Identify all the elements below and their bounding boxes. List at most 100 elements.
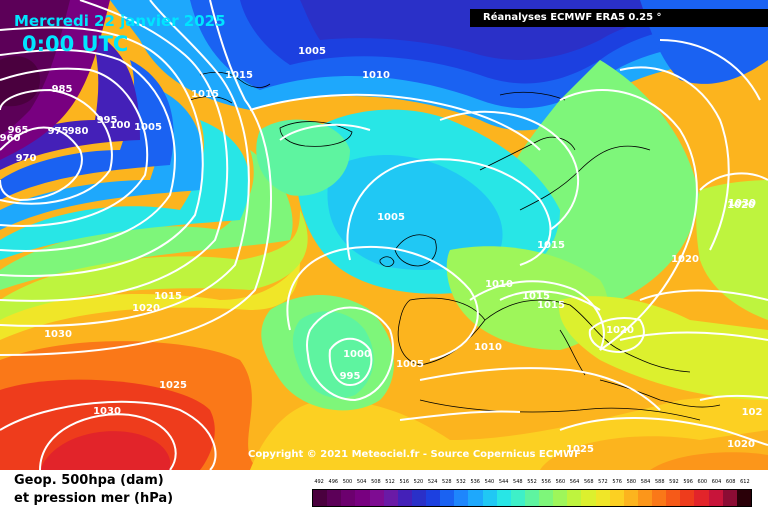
isobar-label: 1015 bbox=[154, 291, 182, 302]
isobar-line bbox=[559, 417, 768, 446]
geopotential-band bbox=[0, 150, 293, 290]
scale-label: 516 bbox=[399, 479, 410, 485]
scale-label: 492 bbox=[314, 479, 324, 485]
scale-label: 572 bbox=[598, 479, 608, 485]
scale-label: 532 bbox=[456, 479, 466, 485]
isobar-label: 100 bbox=[110, 120, 131, 131]
source-banner: Réanalyses ECMWF ERA5 0.25 ° bbox=[470, 9, 768, 27]
scale-swatch bbox=[313, 490, 328, 506]
isobar-line bbox=[699, 394, 768, 401]
isobar-line bbox=[439, 110, 579, 231]
scale-label: 508 bbox=[371, 479, 381, 485]
scale-label: 568 bbox=[583, 479, 594, 485]
scale-swatch bbox=[652, 490, 667, 506]
scale-swatch bbox=[369, 490, 384, 506]
isobar-label: 1010 bbox=[474, 342, 502, 353]
geopotential-band bbox=[40, 431, 170, 470]
copyright-text: Copyright © 2021 Meteociel.fr - Source C… bbox=[248, 449, 581, 460]
scale-swatch bbox=[524, 490, 539, 506]
scale-swatch bbox=[666, 490, 681, 506]
scale-swatch bbox=[708, 490, 723, 506]
isobar-line bbox=[0, 0, 250, 327]
isobar-label: 1020 bbox=[671, 254, 699, 265]
legend-area: Geop. 500hpa (dam) et pression mer (hPa)… bbox=[0, 470, 768, 512]
isobar-line bbox=[559, 89, 698, 351]
scale-swatch bbox=[567, 490, 582, 506]
isobar-label: 1005 bbox=[298, 46, 326, 57]
isobar-line bbox=[0, 49, 176, 252]
geopotential-band bbox=[559, 296, 768, 400]
scale-label: 500 bbox=[342, 479, 353, 485]
isobar-line bbox=[659, 39, 761, 101]
scale-label: 588 bbox=[654, 479, 665, 485]
coastline bbox=[599, 379, 721, 408]
geopotential-band bbox=[256, 119, 350, 196]
isobar-line bbox=[279, 123, 371, 141]
scale-swatch bbox=[736, 490, 751, 506]
scale-label: 584 bbox=[640, 479, 651, 485]
scale-label: 564 bbox=[569, 479, 580, 485]
scale-swatch bbox=[468, 490, 483, 506]
coastline bbox=[379, 256, 395, 267]
legend-title-pressure: et pression mer (hPa) bbox=[14, 491, 174, 506]
scale-swatch bbox=[482, 490, 497, 506]
isobar-label: 1015 bbox=[191, 89, 219, 100]
scale-swatch bbox=[426, 490, 441, 506]
isobar-label: 1020 bbox=[606, 325, 634, 336]
isobar-line bbox=[328, 337, 373, 387]
scale-swatch bbox=[539, 490, 554, 506]
isobar-label: 1030 bbox=[728, 198, 756, 209]
isobar-label: 1015 bbox=[537, 300, 565, 311]
geopotential-band bbox=[0, 120, 250, 260]
isobar-label: 995 bbox=[340, 371, 361, 382]
isobar-label: 995 bbox=[97, 115, 118, 126]
coastline bbox=[419, 399, 701, 421]
scale-label: 600 bbox=[697, 479, 708, 485]
isobar-label: 985 bbox=[52, 84, 73, 95]
isobar-label: 1010 bbox=[485, 279, 513, 290]
isobar-line bbox=[699, 172, 768, 191]
scale-swatch bbox=[680, 490, 695, 506]
isobar-line bbox=[0, 0, 229, 302]
scale-label: 612 bbox=[740, 479, 750, 485]
isobar-label: 1005 bbox=[396, 359, 424, 370]
scale-label: 496 bbox=[328, 479, 339, 485]
geopotential-band bbox=[0, 56, 40, 107]
isobar-lines bbox=[0, 0, 768, 470]
isobar-line bbox=[588, 317, 645, 354]
scale-label: 544 bbox=[498, 479, 509, 485]
scale-swatch bbox=[496, 490, 511, 506]
coastline bbox=[394, 234, 437, 267]
color-scale-bar bbox=[312, 489, 752, 507]
coastline bbox=[199, 71, 271, 88]
isobar-label: 965 bbox=[8, 125, 29, 136]
isobar-line bbox=[249, 93, 541, 151]
geopotential-band bbox=[650, 452, 768, 470]
coastline bbox=[479, 136, 576, 171]
isobar-line bbox=[0, 26, 204, 277]
isobar-label: 1020 bbox=[727, 439, 755, 450]
scale-label: 552 bbox=[527, 479, 537, 485]
scale-swatch bbox=[397, 490, 412, 506]
coastline bbox=[397, 297, 486, 366]
isobar-label: 970 bbox=[16, 153, 37, 164]
scale-label: 540 bbox=[484, 479, 495, 485]
scale-swatch bbox=[383, 490, 398, 506]
geopotential-band bbox=[696, 180, 768, 320]
scale-label: 528 bbox=[442, 479, 452, 485]
scale-label: 604 bbox=[711, 479, 722, 485]
geopotential-band bbox=[0, 60, 174, 200]
scale-label: 520 bbox=[413, 479, 424, 485]
isobar-label: 1005 bbox=[134, 122, 162, 133]
scale-swatch bbox=[510, 490, 525, 506]
isobar-label: 1020 bbox=[727, 200, 755, 211]
legend-title-geopotential: Geop. 500hpa (dam) bbox=[14, 473, 164, 488]
isobar-label: 1025 bbox=[159, 380, 187, 391]
isobar-line bbox=[0, 88, 113, 205]
scale-swatch bbox=[440, 490, 455, 506]
isobar-label: 1015 bbox=[225, 70, 253, 81]
scale-label: 536 bbox=[470, 479, 480, 485]
color-scale-labels: 492 496 500 504 508 512 516 520 524 528 532 536 540 5… bbox=[312, 479, 752, 487]
